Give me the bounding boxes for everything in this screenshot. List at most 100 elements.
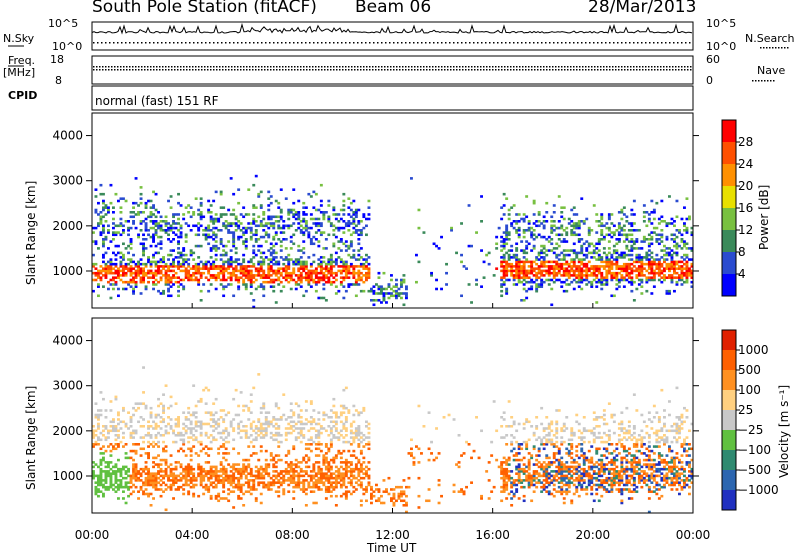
velocity-cell — [337, 467, 341, 471]
freq-point — [114, 66, 116, 68]
power-cell — [359, 229, 363, 232]
velocity-cell — [294, 470, 298, 473]
power-cell — [214, 240, 218, 243]
velocity-cell — [104, 449, 108, 453]
velocity-cell — [309, 476, 313, 480]
power-cell — [337, 265, 341, 268]
velocity-cell — [174, 474, 178, 478]
velocity-cell — [207, 470, 211, 473]
velocity-cell — [257, 427, 261, 430]
nave-point — [414, 69, 416, 71]
freq-point — [609, 66, 611, 68]
freq-point — [222, 66, 224, 68]
power-cell — [525, 247, 529, 250]
velocity-cell — [144, 406, 148, 410]
velocity-cell — [104, 409, 108, 412]
velocity-cell — [272, 470, 276, 473]
velocity-cell — [189, 458, 193, 462]
velocity-cell — [324, 443, 328, 446]
velocity-cell — [327, 416, 331, 419]
power-cell — [620, 267, 624, 270]
velocity-cell — [109, 472, 113, 475]
power-cell — [304, 274, 308, 277]
velocity-cell — [267, 425, 271, 428]
velocity-cell — [304, 492, 308, 496]
nave-point — [123, 69, 125, 71]
power-cell — [242, 278, 246, 282]
power-cell — [164, 276, 168, 279]
power-cell — [214, 249, 218, 252]
power-cell — [142, 253, 145, 257]
power-cell — [580, 269, 584, 273]
velocity-cell — [307, 456, 311, 460]
velocity-cell — [324, 467, 328, 471]
power-cell — [109, 240, 113, 243]
velocity-cell — [212, 485, 216, 489]
nave-point — [582, 69, 584, 71]
power-cell — [272, 280, 276, 284]
velocity-cell — [319, 427, 323, 430]
power-cell — [319, 183, 323, 187]
power-cell — [269, 217, 273, 221]
power-cell — [382, 299, 386, 302]
velocity-cell — [197, 425, 201, 428]
power-cell — [327, 276, 331, 279]
power-cell — [104, 238, 108, 241]
power-cell — [630, 253, 634, 257]
velocity-cell — [299, 429, 303, 433]
velocity-cell — [134, 452, 138, 455]
power-cell — [179, 224, 183, 228]
velocity-cell — [307, 429, 311, 433]
power-cell — [134, 271, 138, 275]
velocity-cell — [202, 467, 206, 471]
velocity-cell — [272, 458, 276, 462]
power-cell — [642, 238, 646, 241]
velocity-cell — [209, 434, 213, 437]
power-cell — [287, 265, 291, 268]
velocity-cell — [162, 393, 165, 396]
power-cell — [670, 256, 674, 259]
power-cell — [362, 289, 366, 293]
power-cell — [147, 233, 150, 237]
velocity-cell — [327, 449, 331, 453]
velocity-cell — [302, 483, 306, 487]
velocity-cell — [332, 436, 336, 439]
velocity-cell — [204, 474, 208, 478]
power-cell — [560, 233, 564, 237]
velocity-cell — [329, 438, 333, 442]
power-cell — [267, 208, 271, 212]
velocity-cell — [157, 397, 160, 401]
power-cell — [567, 222, 571, 225]
power-cell — [149, 211, 153, 214]
power-cell — [683, 244, 686, 248]
power-cell — [107, 265, 110, 268]
n-search-legend-dot — [784, 47, 786, 49]
velocity-cell — [329, 429, 333, 433]
search-noise-point — [97, 42, 99, 44]
velocity-cell — [259, 449, 263, 453]
velocity-cell — [159, 488, 163, 491]
power-cell — [670, 265, 674, 268]
power-cell — [632, 299, 636, 302]
power-cell — [274, 220, 278, 223]
power-cell — [102, 240, 105, 243]
power-cell — [302, 231, 306, 234]
velocity-cell — [247, 472, 251, 475]
power-cell — [244, 238, 248, 241]
power-cell — [632, 213, 636, 216]
velocity-cell — [112, 420, 115, 424]
power-cell — [319, 204, 323, 207]
power-cell — [660, 276, 664, 279]
velocity-cell — [277, 431, 281, 435]
velocity-cell — [217, 499, 221, 503]
velocity-cell — [339, 472, 343, 475]
search-noise-point — [457, 42, 459, 44]
power-cell — [375, 283, 378, 286]
velocity-cell — [239, 436, 243, 439]
power-cell — [650, 269, 654, 273]
power-cell — [685, 226, 689, 230]
velocity-cell — [264, 431, 268, 435]
velocity-cell — [92, 431, 95, 435]
power-cell — [302, 269, 306, 273]
power-cell — [262, 224, 266, 228]
